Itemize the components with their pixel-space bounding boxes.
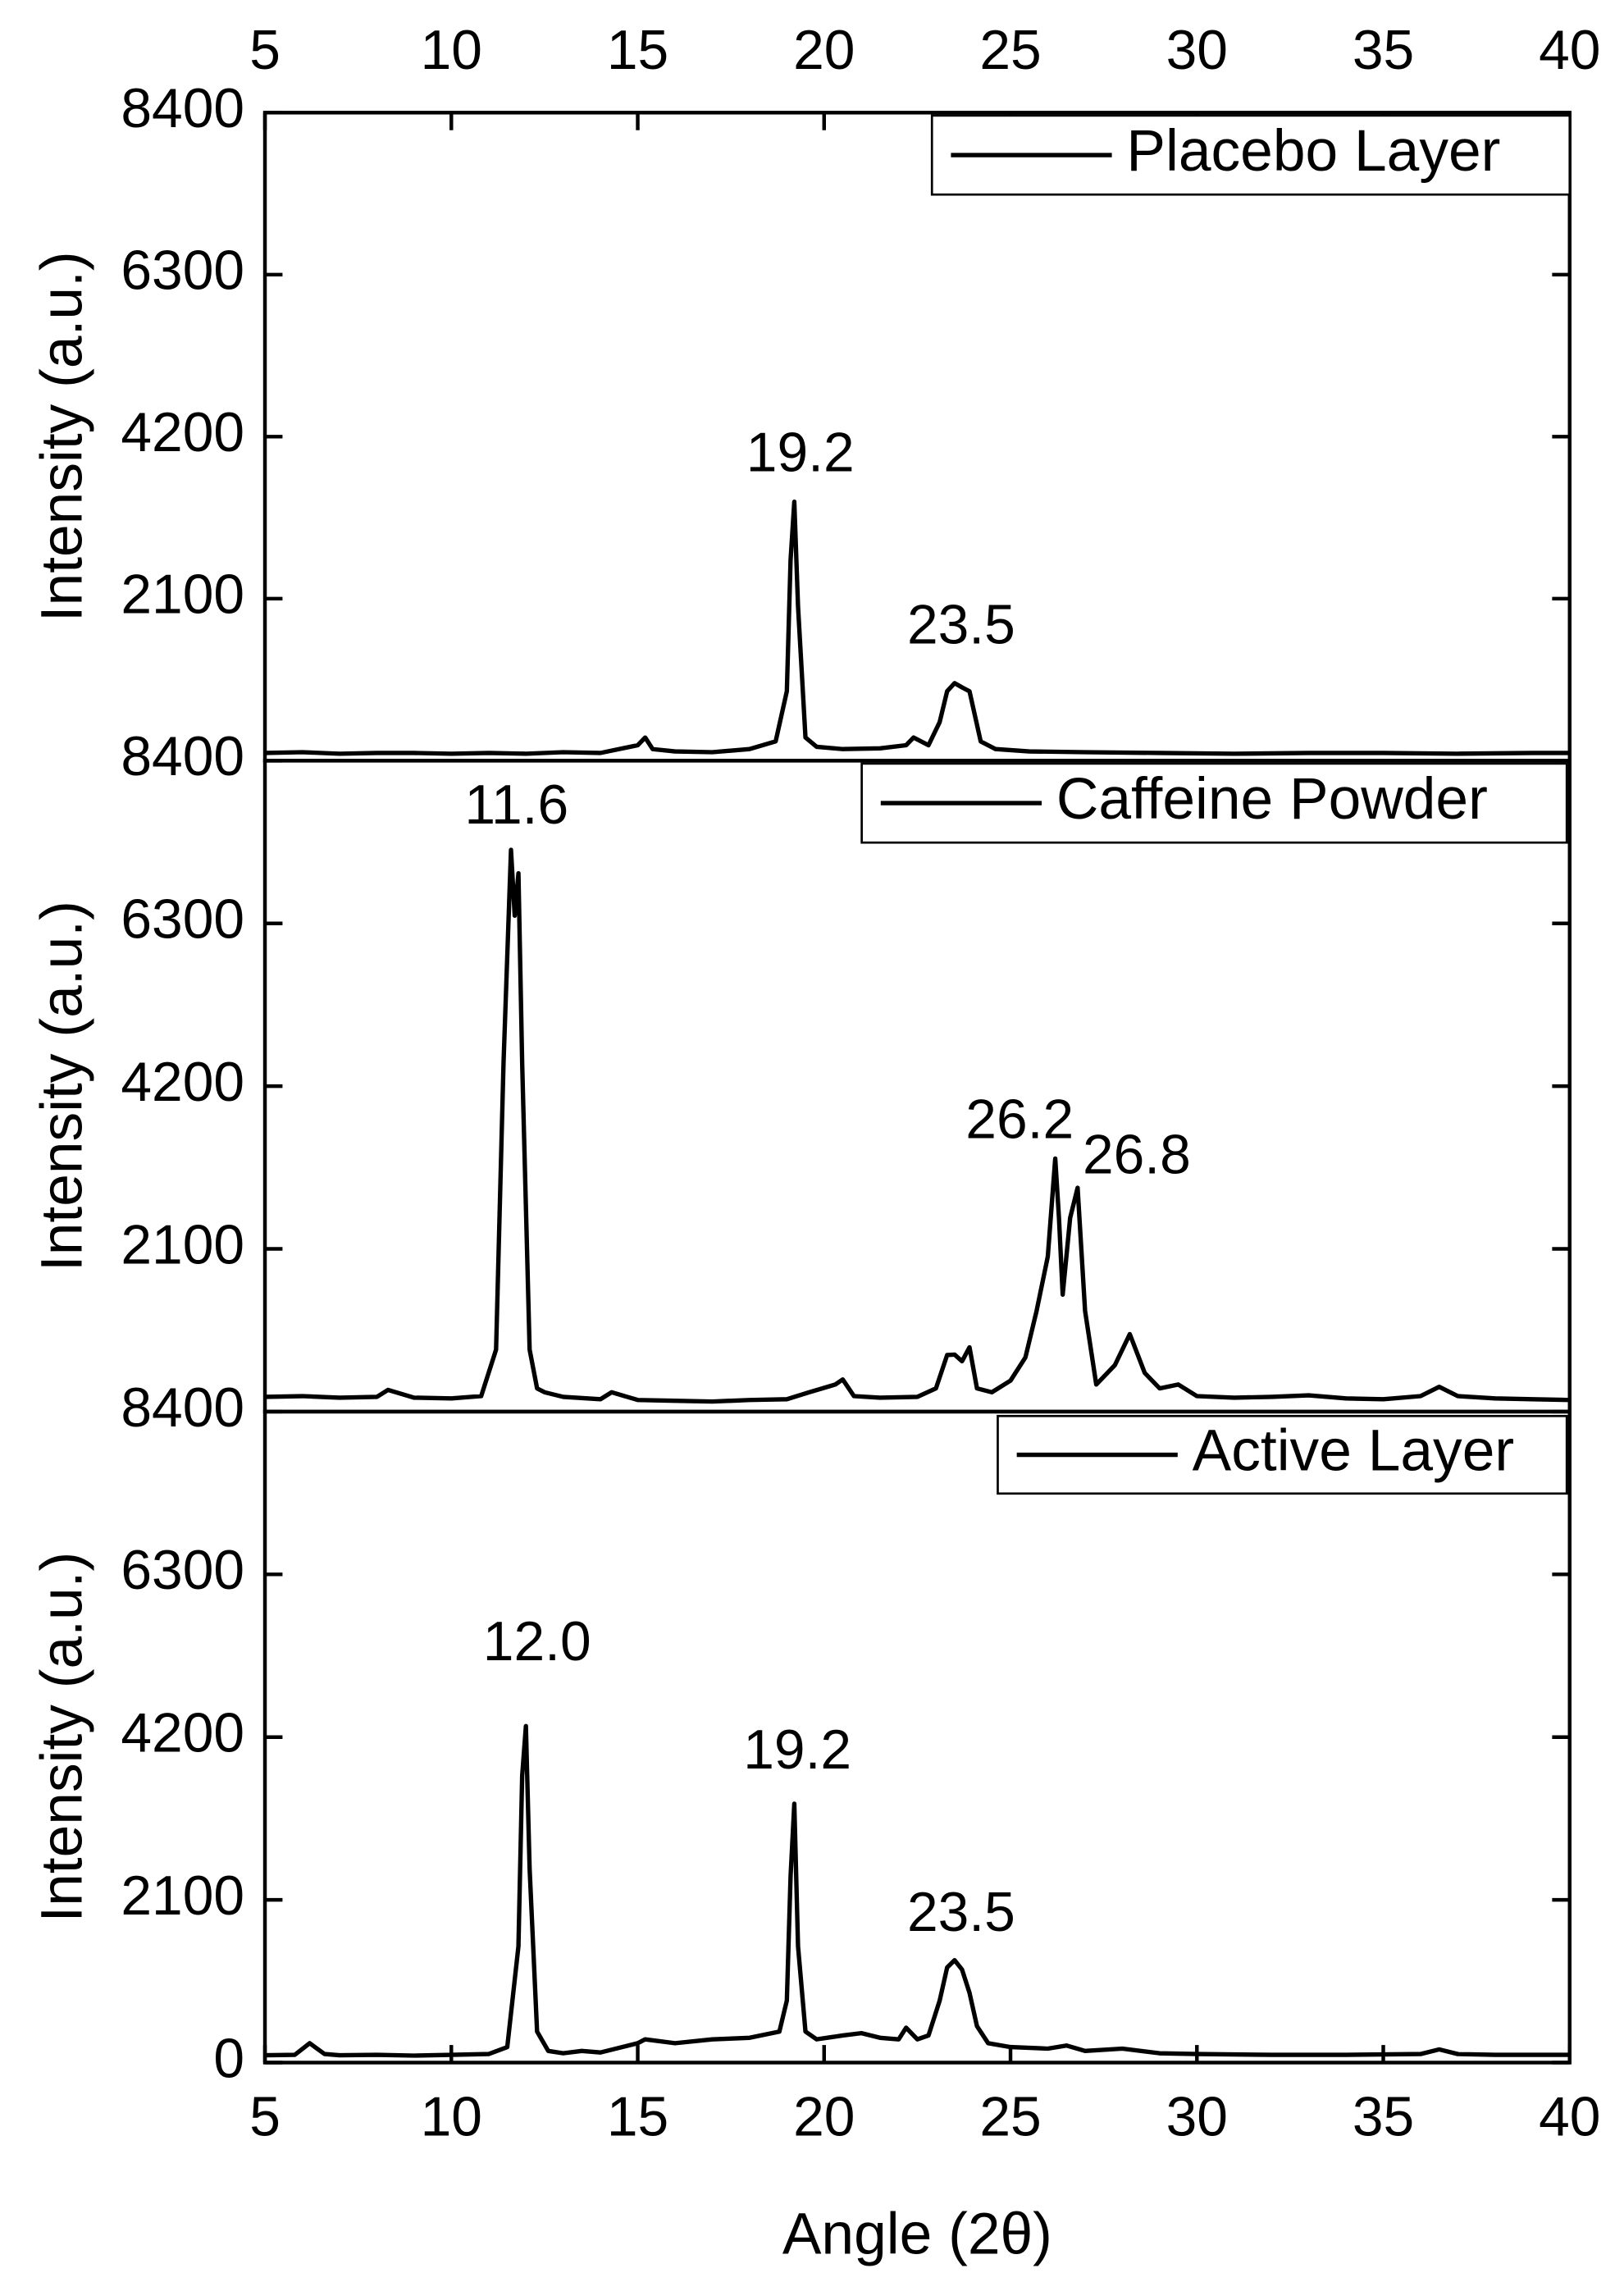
y-tick-label: 2100 [121, 1865, 244, 1927]
legend-label: Active Layer [1193, 1417, 1514, 1483]
x-tick-label: 5 [249, 2087, 281, 2148]
x-tick-label: 35 [1353, 2087, 1414, 2148]
x-tick-label: 20 [793, 20, 855, 81]
x-tick-label: 10 [421, 20, 482, 81]
y-tick-label: 6300 [121, 1540, 244, 1601]
x-tick-label: 35 [1353, 20, 1414, 81]
x-tick-label: 30 [1166, 20, 1228, 81]
peak-label: 11.6 [464, 774, 568, 836]
peak-label: 23.5 [907, 595, 1015, 656]
legend-label: Caffeine Powder [1056, 766, 1488, 832]
data-line [264, 500, 1570, 756]
y-tick-label: 8400 [121, 1377, 244, 1439]
y-tick-label: 6300 [121, 889, 244, 951]
x-tick-label: 40 [1539, 20, 1600, 81]
x-tick-label: 25 [979, 20, 1041, 81]
x-tick-label: 15 [607, 2087, 668, 2148]
y-tick-label: 8400 [121, 78, 244, 139]
plot-frame [262, 1409, 1572, 2065]
y-axis-label: Intensity (a.u.) [29, 251, 94, 622]
y-axis-label: Intensity (a.u.) [29, 901, 94, 1271]
peak-label: 19.2 [743, 1719, 851, 1781]
x-axis-label: Angle (2θ) [782, 2201, 1052, 2266]
y-tick-label: 2100 [121, 1214, 244, 1276]
x-tick-label: 5 [249, 20, 281, 81]
x-tick-label: 20 [793, 2087, 855, 2148]
x-tick-label: 25 [979, 2087, 1041, 2148]
x-tick-label: 40 [1539, 2087, 1600, 2148]
y-tick-label: 0 [213, 2028, 244, 2089]
peak-label: 26.8 [1083, 1124, 1191, 1185]
x-tick-label: 10 [421, 2087, 482, 2148]
x-tick-label: 15 [607, 20, 668, 81]
y-tick-label: 4200 [121, 402, 244, 463]
plot-frame [262, 111, 1572, 763]
y-tick-label: 4200 [121, 1052, 244, 1113]
legend-label: Placebo Layer [1126, 118, 1500, 184]
plot-frame [262, 759, 1572, 1414]
data-line [264, 1723, 1570, 2058]
y-tick-label: 2100 [121, 564, 244, 626]
peak-label: 23.5 [907, 1882, 1015, 1943]
y-tick-label: 8400 [121, 726, 244, 787]
peak-label: 12.0 [483, 1611, 591, 1673]
y-axis-label: Intensity (a.u.) [29, 1552, 94, 1923]
y-tick-label: 4200 [121, 1703, 244, 1764]
peak-label: 19.2 [746, 422, 855, 483]
data-line [264, 847, 1570, 1404]
x-tick-label: 30 [1166, 2087, 1228, 2148]
peak-label: 26.2 [965, 1089, 1074, 1151]
y-tick-label: 6300 [121, 240, 244, 302]
